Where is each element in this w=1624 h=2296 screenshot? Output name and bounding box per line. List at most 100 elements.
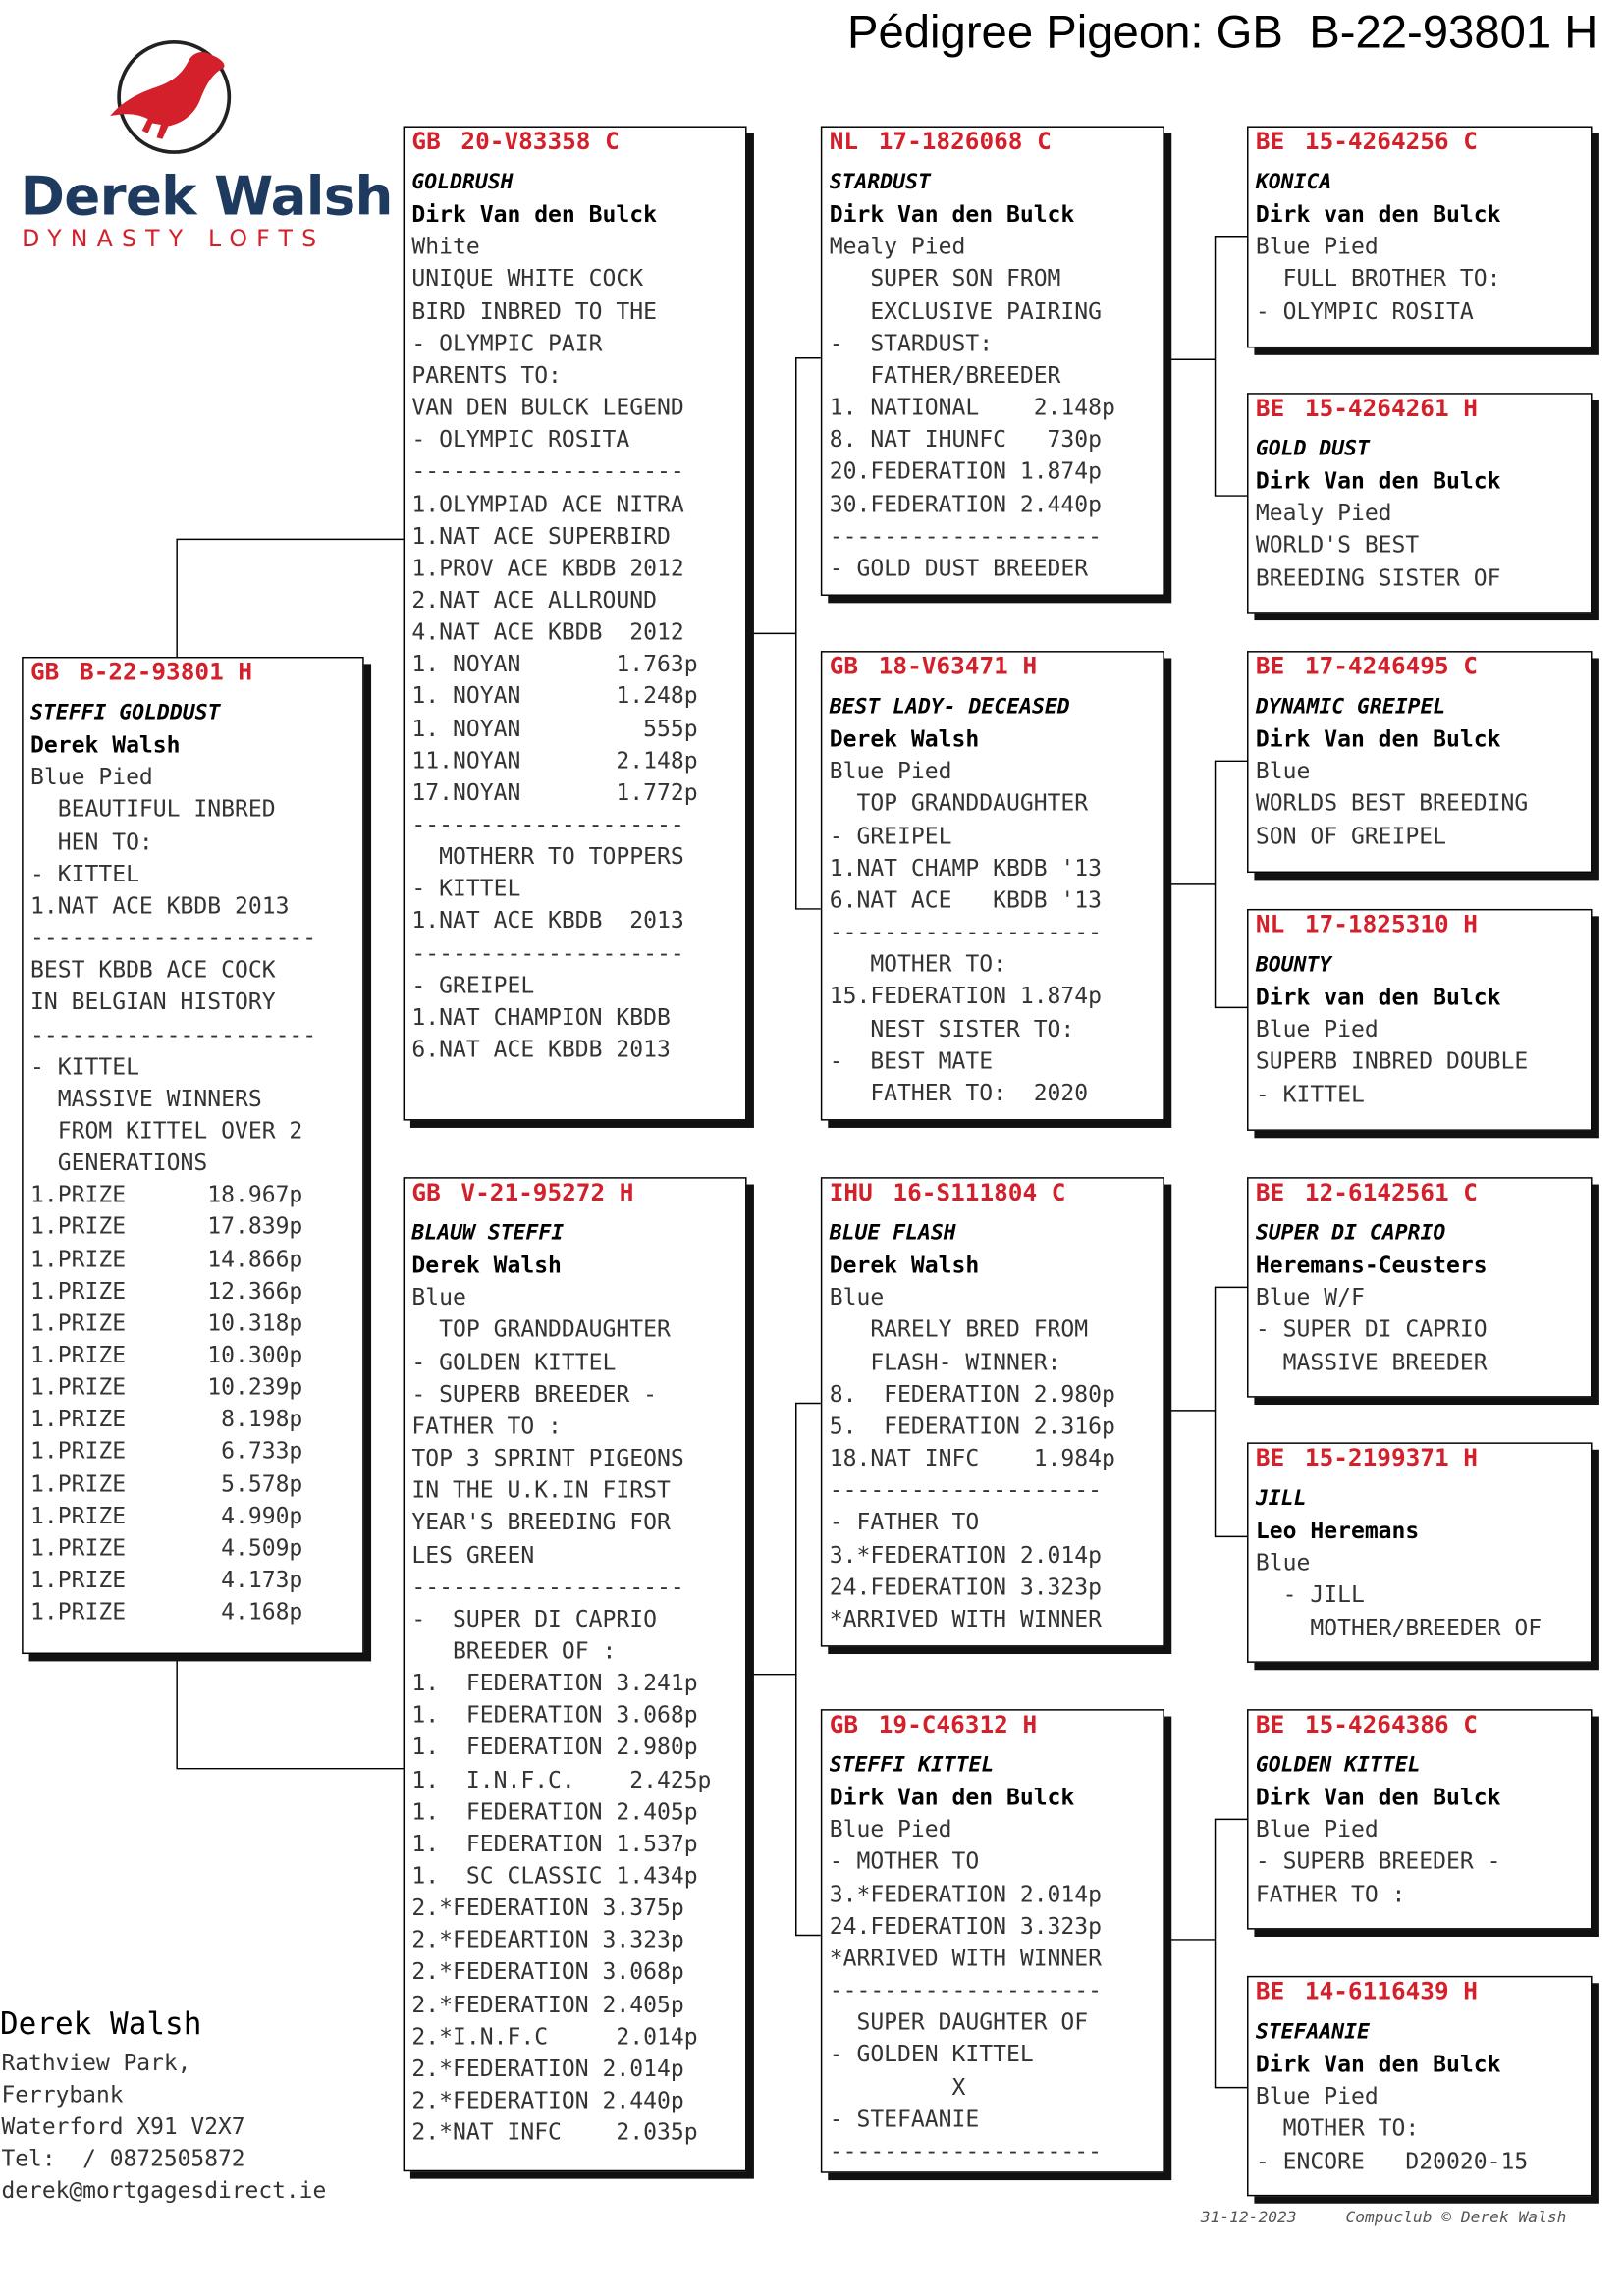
pigeon-name: BLUE FLASH xyxy=(829,1221,956,1246)
info-line: 1.PRIZE 6.733p xyxy=(30,1438,303,1466)
info-line: SUPERB INBRED DOUBLE xyxy=(1255,1048,1529,1075)
info-line: -------------------- xyxy=(829,1477,1103,1504)
ring-country: BE xyxy=(1255,127,1285,156)
breeder: Dirk van den Bulck xyxy=(1255,201,1501,229)
ring-row: BE 17-4246495 C xyxy=(1256,653,1478,682)
info-line: --------------------- xyxy=(30,1021,317,1047)
info-line: 1.OLYMPIAD ACE NITRA xyxy=(411,490,684,517)
breeder: Heremans-Ceusters xyxy=(1255,1253,1488,1279)
info-line: 1. FEDERATION 3.068p xyxy=(411,1702,698,1729)
info-line: FATHER TO : xyxy=(411,1413,562,1440)
info-line: SON OF GREIPEL xyxy=(1255,823,1447,849)
info-line: 1.PRIZE 18.967p xyxy=(30,1181,303,1208)
info-line: BEAUTIFUL INBRED xyxy=(30,796,276,823)
info-line: 15.FEDERATION 1.874p xyxy=(829,983,1103,1010)
info-line: - OLYMPIC ROSITA xyxy=(1255,297,1474,325)
info-line: 1. FEDERATION 2.405p xyxy=(411,1798,698,1825)
pedigree-box: BE 17-4246495 C DYNAMIC GREIPEL Dirk Van de… xyxy=(1247,651,1593,874)
info-line: 2.*FEDERATION 3.375p xyxy=(411,1895,684,1921)
pedigree-box: GB 20-V83358 C GOLDRUSH Dirk Van den Bulck W… xyxy=(403,126,747,1121)
breeder: Dirk Van den Bulck xyxy=(1255,468,1501,495)
ring-row: GB 20-V83358 C xyxy=(411,128,619,157)
breeder: Dirk van den Bulck xyxy=(1255,984,1501,1011)
info-line: *ARRIVED WITH WINNER xyxy=(829,1945,1103,1972)
info-line: UNIQUE WHITE COCK xyxy=(411,265,644,293)
breeder: Dirk Van den Bulck xyxy=(829,1785,1075,1811)
info-line: MOTHER/BREEDER OF xyxy=(1255,1614,1543,1641)
info-line: 11.NOYAN 2.148p xyxy=(411,747,698,774)
info-line: - FATHER TO xyxy=(829,1509,980,1536)
info-line: 3.*FEDERATION 2.014p xyxy=(829,1541,1103,1569)
ring-country: BE xyxy=(1255,1443,1285,1471)
ring-number: V-21-95272 H xyxy=(460,1178,634,1206)
breeder: Derek Walsh xyxy=(411,1253,562,1279)
info-line: - KITTEL xyxy=(30,1053,139,1080)
info-line: 1.PRIZE 14.866p xyxy=(30,1246,303,1272)
info-line: 1.NAT CHAMPION KBDB xyxy=(411,1004,671,1031)
pedigree-box: GB 19-C46312 H STEFFI KITTEL Dirk Van den B… xyxy=(820,1709,1164,2173)
info-line: 20.FEDERATION 1.874p xyxy=(829,458,1103,485)
info-line: 1.PRIZE 10.318p xyxy=(30,1309,303,1337)
info-line: GENERATIONS xyxy=(30,1149,208,1176)
info-line: LES GREEN xyxy=(411,1541,535,1569)
ring-number: 15-4264256 C xyxy=(1304,127,1478,156)
color: Blue Pied xyxy=(1255,1016,1379,1043)
ring-country: BE xyxy=(1255,1178,1285,1206)
ring-row: NL 17-1825310 H xyxy=(1256,910,1478,939)
color: White xyxy=(411,234,480,260)
info-line: 5. FEDERATION 2.316p xyxy=(829,1413,1115,1440)
info-line: -------------------- xyxy=(411,458,684,485)
ring-row: IHU 16-S111804 C xyxy=(830,1179,1066,1208)
info-line: 2.*FEDERATION 2.405p xyxy=(411,1991,684,2018)
footer-credit: Compuclub © Derek Walsh xyxy=(1345,2208,1567,2227)
pedigree-box: BE 15-4264256 C KONICA Dirk van den Bulck Bl… xyxy=(1247,126,1593,348)
info-line: 1.PRIZE 4.990p xyxy=(30,1503,303,1529)
ring-number: 15-4264386 C xyxy=(1304,1710,1478,1738)
info-line: PARENTS TO: xyxy=(411,362,562,389)
color: Blue Pied xyxy=(30,764,153,791)
breeder: Dirk Van den Bulck xyxy=(411,201,657,229)
info-line: HEN TO: xyxy=(30,828,153,855)
info-line: 1. NATIONAL 2.148p xyxy=(829,394,1115,421)
ring-number: 19-C46312 H xyxy=(878,1710,1038,1738)
info-line: 30.FEDERATION 2.440p xyxy=(829,490,1103,517)
contact-line: Ferrybank xyxy=(1,2081,124,2109)
contact-line: Tel: / 0872505872 xyxy=(1,2145,245,2172)
ring-row: NL 17-1826068 C xyxy=(830,128,1052,157)
color: Mealy Pied xyxy=(829,234,966,260)
info-line: 1.PRIZE 8.198p xyxy=(30,1406,303,1433)
pedigree-box: BE 15-2199371 H JILL Leo Heremans Blue - JIL… xyxy=(1247,1442,1593,1663)
info-line: MASSIVE WINNERS xyxy=(30,1085,262,1112)
info-line: 6.NAT ACE KBDB '13 xyxy=(829,886,1103,914)
color: Blue Pied xyxy=(829,758,952,785)
info-line: MOTHER TO: xyxy=(829,951,1006,978)
ring-country: GB xyxy=(411,1178,441,1206)
info-line: - GREIPEL xyxy=(411,972,535,999)
info-line: 2.*FEDEARTION 3.323p xyxy=(411,1927,684,1953)
info-line: 1. NOYAN 555p xyxy=(411,715,698,742)
page-title: Pédigree Pigeon: GB B-22-93801 H xyxy=(846,5,1598,59)
info-line: FATHER/BREEDER xyxy=(829,362,1061,389)
ring-row: BE 15-4264386 C xyxy=(1256,1711,1478,1740)
color: Blue xyxy=(829,1284,885,1311)
pigeon-name: BEST LADY- DECEASED xyxy=(829,695,1070,720)
info-line: 1. NOYAN 1.248p xyxy=(411,683,698,710)
info-line: SUPER DAUGHTER OF xyxy=(829,2009,1089,2036)
breeder: Derek Walsh xyxy=(829,1253,980,1279)
pigeon-name: DYNAMIC GREIPEL xyxy=(1255,695,1446,720)
pigeon-name: BLAUW STEFFI xyxy=(411,1221,565,1246)
color: Blue xyxy=(1255,1550,1311,1576)
info-line: -------------------- xyxy=(829,1977,1103,2003)
info-line: 4.NAT ACE KBDB 2012 xyxy=(411,618,684,646)
ring-number: 17-1825310 H xyxy=(1304,910,1478,938)
ring-country: GB xyxy=(829,652,859,680)
info-line: SUPER SON FROM xyxy=(829,265,1061,293)
pedigree-box: GB B-22-93801 H STEFFI GOLDDUST Derek Walsh… xyxy=(22,656,364,1655)
info-line: - JILL xyxy=(1255,1581,1365,1609)
pedigree-box: BE 15-4264261 H GOLD DUST Dirk Van den Bulc… xyxy=(1247,393,1593,614)
info-line: BREEDER OF : xyxy=(411,1637,617,1665)
info-line: - GREIPEL xyxy=(829,823,952,849)
info-line: 24.FEDERATION 3.323p xyxy=(829,1574,1103,1600)
info-line: - GOLDEN KITTEL xyxy=(829,2041,1034,2068)
pedigree-box: GB 18-V63471 H BEST LADY- DECEASED Derek Wa… xyxy=(820,651,1164,1121)
